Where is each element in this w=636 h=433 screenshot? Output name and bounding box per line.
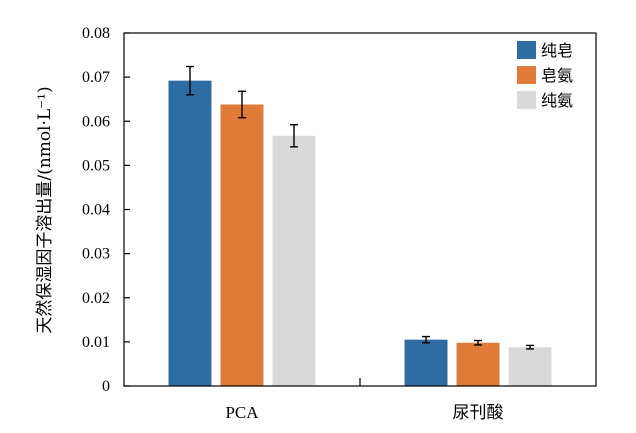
x-category-label: PCA: [225, 403, 259, 422]
bar: [508, 347, 552, 386]
legend-swatch: [517, 41, 536, 59]
x-category-label: 尿刊酸: [453, 403, 504, 422]
legend-swatch: [517, 91, 536, 109]
y-tick-label: 0.02: [82, 290, 110, 307]
y-tick-label: 0.08: [82, 25, 110, 42]
error-bars-layer: [186, 65, 534, 350]
legend-label: 纯氨: [541, 91, 573, 110]
legend-label: 纯皂: [541, 41, 573, 60]
legend-swatch: [517, 66, 536, 84]
y-axis-label: 天然保湿因子溶出量/(nmol·L⁻¹): [35, 86, 55, 333]
tick-labels-layer: 0 0.01 0.02 0.03 0.04 0.05 0.06 0.07 0.08 PCA 尿刊酸: [82, 25, 504, 422]
bar: [220, 104, 264, 387]
y-tick-label: 0.05: [82, 157, 110, 174]
y-tick-label: 0.07: [82, 69, 110, 86]
bar: [456, 342, 500, 386]
y-tick-label: 0.03: [82, 246, 110, 263]
y-tick-label: 0.04: [82, 202, 110, 219]
y-tick-label: 0: [102, 378, 110, 395]
bars-layer: [168, 80, 552, 387]
bar: [272, 135, 316, 386]
y-tick-label: 0.06: [82, 113, 110, 130]
bar: [404, 339, 448, 386]
legend-label: 皂氨: [541, 66, 573, 85]
bar: [168, 80, 212, 386]
axes-layer: [123, 32, 597, 387]
y-tick-label: 0.01: [82, 334, 110, 351]
